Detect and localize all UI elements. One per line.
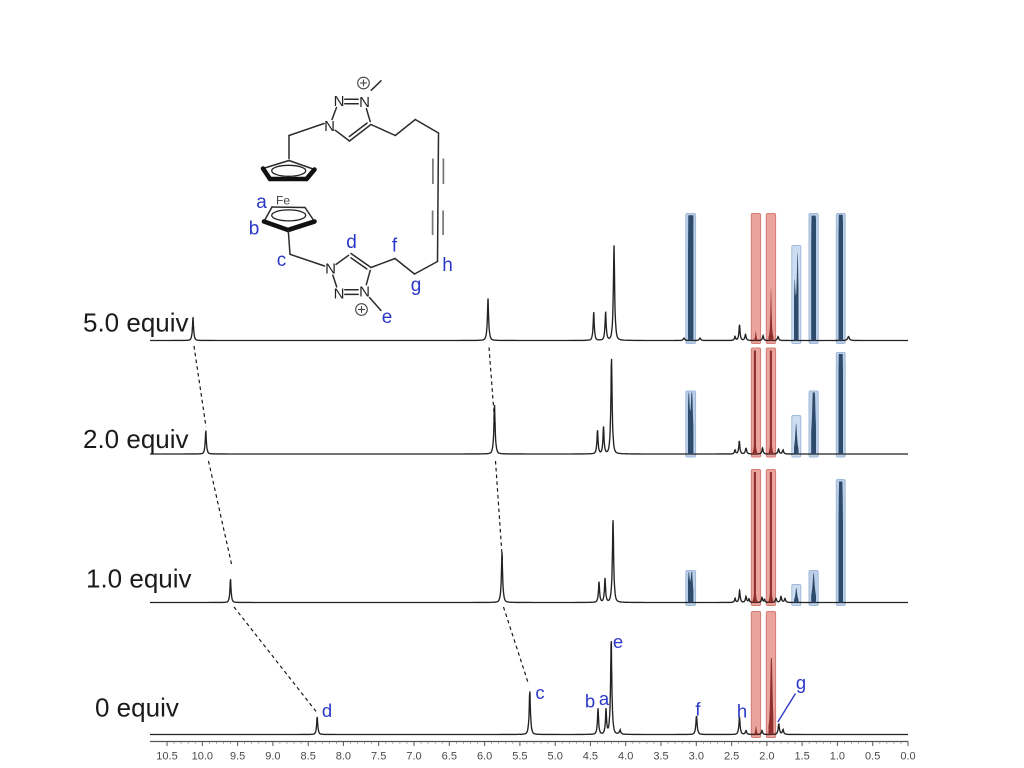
svg-text:6.5: 6.5 (442, 751, 457, 763)
svg-text:N: N (359, 94, 370, 111)
svg-text:7.0: 7.0 (406, 751, 421, 763)
svg-text:8.0: 8.0 (336, 751, 351, 763)
svg-text:d: d (322, 700, 332, 721)
svg-text:9.0: 9.0 (265, 751, 280, 763)
svg-text:e: e (613, 631, 623, 652)
svg-text:h: h (442, 255, 453, 276)
svg-text:g: g (411, 275, 422, 296)
svg-text:h: h (737, 701, 747, 722)
svg-text:c: c (535, 682, 544, 703)
svg-text:N: N (324, 118, 335, 135)
svg-text:g: g (796, 672, 806, 693)
svg-text:8.5: 8.5 (301, 751, 316, 763)
svg-text:2.5: 2.5 (724, 751, 739, 763)
svg-text:N: N (334, 93, 345, 110)
svg-text:1.0 equiv: 1.0 equiv (86, 564, 192, 594)
svg-text:4.5: 4.5 (583, 751, 598, 763)
svg-text:0.0: 0.0 (900, 751, 915, 763)
svg-text:1.5: 1.5 (794, 751, 809, 763)
svg-text:6.0: 6.0 (477, 751, 492, 763)
svg-text:N: N (359, 284, 370, 301)
svg-text:f: f (695, 699, 701, 720)
svg-text:e: e (382, 307, 393, 328)
svg-text:N: N (325, 261, 336, 278)
svg-text:5.5: 5.5 (512, 751, 527, 763)
svg-text:0.5: 0.5 (865, 751, 880, 763)
svg-text:d: d (346, 232, 357, 253)
svg-text:3.5: 3.5 (653, 751, 668, 763)
svg-text:10.0: 10.0 (192, 751, 213, 763)
svg-text:a: a (256, 192, 267, 213)
svg-text:c: c (277, 250, 287, 271)
svg-text:5.0 equiv: 5.0 equiv (83, 308, 189, 338)
svg-text:5.0: 5.0 (548, 751, 563, 763)
svg-text:3.0: 3.0 (689, 751, 704, 763)
svg-text:7.5: 7.5 (371, 751, 386, 763)
svg-text:b: b (249, 219, 260, 240)
svg-text:9.5: 9.5 (230, 751, 245, 763)
svg-text:a: a (599, 688, 610, 709)
svg-text:2.0 equiv: 2.0 equiv (83, 424, 189, 454)
svg-text:b: b (585, 691, 595, 712)
svg-text:4.0: 4.0 (618, 751, 633, 763)
svg-text:0 equiv: 0 equiv (95, 693, 179, 723)
svg-text:10.5: 10.5 (156, 751, 177, 763)
svg-text:2.0: 2.0 (759, 751, 774, 763)
svg-text:f: f (392, 236, 398, 257)
svg-text:N: N (334, 286, 345, 303)
svg-text:1.0: 1.0 (830, 751, 845, 763)
svg-text:Fe: Fe (276, 194, 290, 208)
